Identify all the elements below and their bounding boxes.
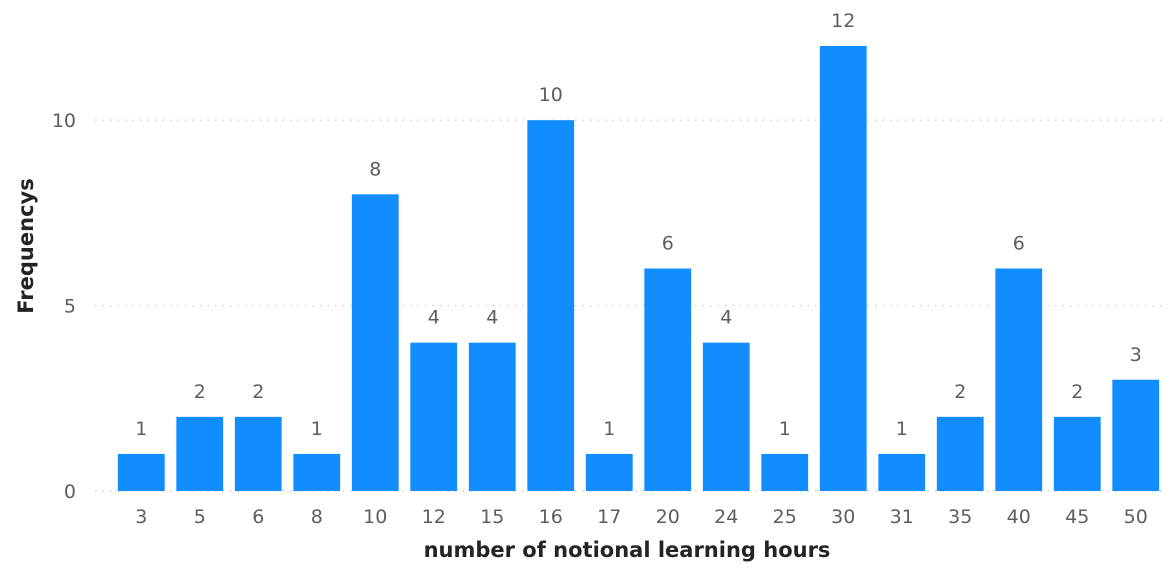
bar[interactable] (878, 453, 926, 491)
x-tick-label: 30 (831, 506, 855, 528)
data-label: 3 (1130, 344, 1142, 366)
data-label: 1 (135, 418, 147, 440)
x-tick-label: 25 (773, 506, 797, 528)
bar[interactable] (995, 268, 1043, 492)
data-label: 2 (1071, 381, 1083, 403)
y-tick-label: 0 (64, 481, 76, 503)
bar[interactable] (1053, 416, 1101, 491)
data-label: 12 (831, 10, 855, 32)
bars (117, 46, 1160, 492)
x-tick-label: 8 (311, 506, 323, 528)
data-label: 6 (1013, 233, 1025, 255)
data-label: 2 (954, 381, 966, 403)
x-tick-label: 16 (539, 506, 563, 528)
bar[interactable] (1112, 379, 1160, 491)
data-label: 10 (539, 84, 563, 106)
x-tick-label: 10 (363, 506, 387, 528)
bar[interactable] (117, 453, 165, 491)
x-tick-label: 20 (656, 506, 680, 528)
bar[interactable] (936, 416, 984, 491)
x-tick-label: 50 (1124, 506, 1148, 528)
x-tick-label: 5 (194, 506, 206, 528)
data-label: 4 (720, 307, 732, 329)
x-tick-label: 15 (480, 506, 504, 528)
bar[interactable] (819, 46, 867, 491)
x-tick-label: 24 (714, 506, 738, 528)
bar[interactable] (293, 453, 341, 491)
bar[interactable] (234, 416, 282, 491)
data-label: 4 (428, 307, 440, 329)
x-tick-label: 3 (135, 506, 147, 528)
bar[interactable] (351, 194, 399, 492)
y-axis-ticks: 0 5 10 (52, 110, 76, 503)
bar[interactable] (644, 268, 692, 492)
y-tick-label: 10 (52, 110, 76, 132)
data-label: 8 (369, 158, 381, 180)
bar[interactable] (761, 453, 809, 491)
x-tick-label: 40 (1007, 506, 1031, 528)
bar[interactable] (585, 453, 633, 491)
x-axis-ticks: 3 5 6 8 10 12 15 16 17 20 24 25 30 31 35 40 45 50 (135, 506, 1148, 528)
data-label: 1 (896, 418, 908, 440)
data-label: 1 (603, 418, 615, 440)
data-label: 2 (194, 381, 206, 403)
data-label: 4 (486, 307, 498, 329)
data-label: 2 (252, 381, 264, 403)
bar[interactable] (527, 120, 575, 492)
x-tick-label: 31 (890, 506, 914, 528)
bar[interactable] (410, 342, 458, 491)
x-tick-label: 17 (597, 506, 621, 528)
x-tick-label: 12 (422, 506, 446, 528)
x-axis-title: number of notional learning hours (424, 538, 831, 562)
bar[interactable] (468, 342, 516, 491)
x-tick-label: 45 (1065, 506, 1089, 528)
data-label: 1 (779, 418, 791, 440)
y-axis-title: Frequencys (14, 178, 38, 313)
data-label: 6 (662, 233, 674, 255)
y-tick-label: 5 (64, 296, 76, 318)
x-tick-label: 6 (252, 506, 264, 528)
data-label: 1 (311, 418, 323, 440)
bar[interactable] (176, 416, 224, 491)
x-tick-label: 35 (948, 506, 972, 528)
bar[interactable] (702, 342, 750, 491)
